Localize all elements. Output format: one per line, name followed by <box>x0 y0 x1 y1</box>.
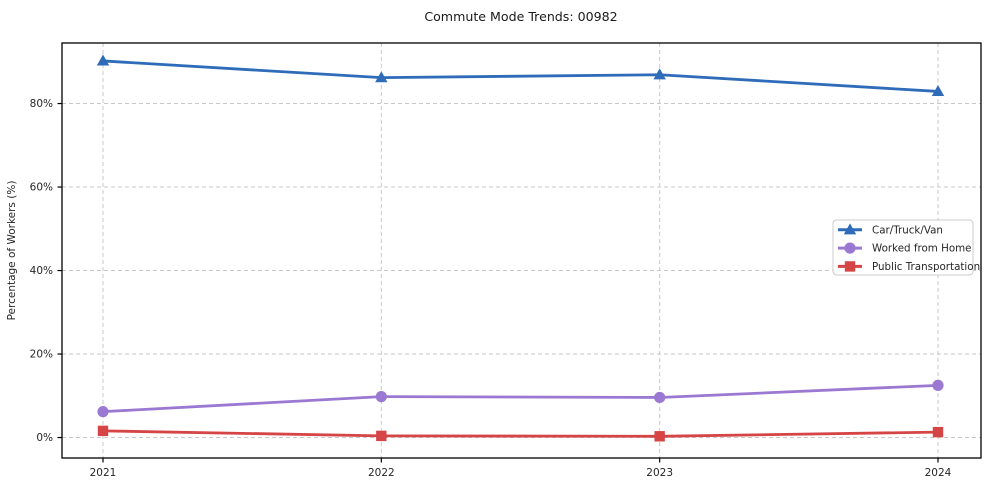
series-car-truck-van <box>96 54 945 97</box>
circle-marker-worked-from-home <box>932 379 944 391</box>
y-axis-label: Percentage of Workers (%) <box>6 181 18 321</box>
legend-label: Public Transportation <box>872 261 980 273</box>
circle-marker-worked-from-home <box>375 391 387 403</box>
legend-box <box>832 219 974 276</box>
chart-title: Commute Mode Trends: 00982 <box>424 9 617 24</box>
y-tick-label: 0% <box>36 432 53 444</box>
legend-entry-car-truck-van: Car/Truck/Van <box>838 223 943 236</box>
series-public-transportation <box>97 425 944 442</box>
square-marker-public-transportation <box>932 426 944 438</box>
square-marker-public-transportation <box>97 425 109 437</box>
square-marker-public-transportation <box>376 430 387 442</box>
triangle-marker-car-truck-van <box>96 54 110 66</box>
axis-ticks: 0% 20% 40% 60% 80% 2021 2022 2023 2024 <box>30 98 952 479</box>
series-line-car-truck-van <box>101 59 940 93</box>
x-tick-label: 2023 <box>646 467 673 479</box>
series-line-public-transportation <box>101 429 940 438</box>
x-tick-label: 2024 <box>925 467 952 479</box>
legend-circle-marker <box>844 242 856 254</box>
series-line-worked-from-home <box>101 383 940 414</box>
legend-entry-public-transportation: Public Transportation <box>838 261 980 273</box>
legend-label: Worked from Home <box>872 243 972 255</box>
legend-triangle-marker <box>843 223 857 235</box>
plot-border <box>61 42 982 459</box>
x-tick-label: 2021 <box>90 467 117 479</box>
legend: Car/Truck/Van Worked from Home Public Tran… <box>832 219 980 276</box>
circle-marker-worked-from-home <box>97 406 109 418</box>
circle-marker-worked-from-home <box>654 391 666 404</box>
series-worked-from-home <box>97 379 944 418</box>
legend-square-marker <box>844 261 856 272</box>
triangle-marker-car-truck-van <box>653 68 666 80</box>
y-tick-label: 80% <box>30 98 53 110</box>
y-tick-label: 40% <box>30 265 53 277</box>
legend-entry-worked-from-home: Worked from Home <box>838 242 972 255</box>
y-tick-label: 60% <box>30 182 53 194</box>
triangle-marker-car-truck-van <box>375 71 388 83</box>
x-tick-label: 2022 <box>368 467 395 479</box>
square-marker-public-transportation <box>654 431 665 442</box>
y-tick-label: 20% <box>30 349 53 361</box>
triangle-marker-car-truck-van <box>931 85 945 97</box>
data-series <box>96 54 945 442</box>
legend-label: Car/Truck/Van <box>872 224 943 236</box>
